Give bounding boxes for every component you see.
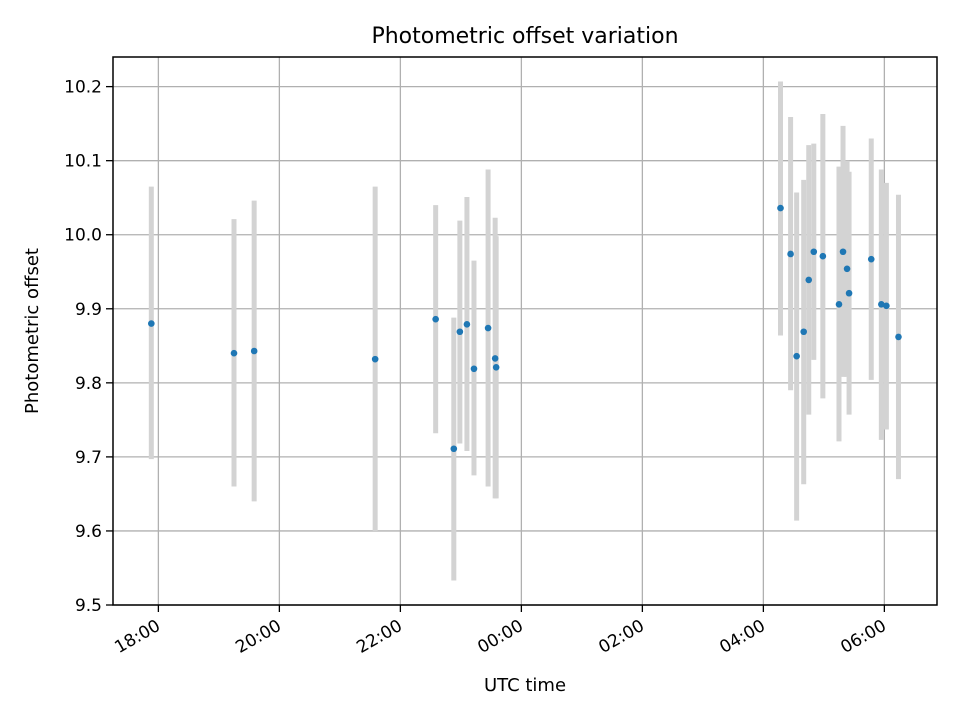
data-point [895, 333, 902, 341]
data-point [819, 252, 827, 260]
data-point [484, 324, 492, 332]
x-axis-label: UTC time [484, 675, 566, 696]
data-point [867, 255, 875, 263]
data-point [456, 328, 464, 336]
data-point [450, 445, 458, 453]
data-point [148, 320, 155, 327]
y-tick-label: 9.6 [75, 522, 102, 542]
y-tick-label: 10.2 [64, 78, 102, 98]
data-point [810, 248, 818, 256]
data-point [843, 265, 851, 273]
y-tick-label: 9.7 [75, 448, 102, 468]
data-point [883, 302, 890, 310]
y-tick-label: 9.8 [75, 374, 102, 394]
y-tick-label: 10.0 [64, 226, 102, 246]
x-tick-label: 20:00 [232, 616, 284, 658]
data-points [148, 204, 902, 453]
y-tick-label: 9.9 [75, 300, 102, 320]
data-point [470, 365, 478, 373]
data-point [835, 301, 843, 308]
data-point [463, 321, 471, 328]
data-point [800, 328, 807, 336]
data-point [250, 347, 258, 355]
data-point [787, 250, 794, 258]
x-tick-label: 04:00 [716, 616, 768, 658]
data-point [492, 363, 500, 371]
x-tick-label: 06:00 [837, 616, 889, 658]
data-point [805, 276, 813, 284]
chart-title: Photometric offset variation [371, 24, 678, 49]
x-tick-label: 18:00 [111, 616, 163, 658]
data-point [491, 355, 499, 362]
error-bars [148, 81, 901, 581]
data-point [793, 352, 800, 360]
y-tick-label: 9.5 [75, 596, 102, 616]
x-tick-label: 22:00 [353, 616, 405, 658]
data-point [878, 301, 885, 308]
data-point [371, 355, 379, 363]
data-point [432, 315, 439, 323]
plot-frame [112, 56, 938, 606]
data-point [839, 248, 847, 256]
x-tick-label: 00:00 [474, 616, 526, 658]
data-point [845, 289, 853, 297]
y-tick-label: 10.1 [64, 152, 102, 172]
grid [113, 57, 937, 606]
data-point [230, 349, 238, 357]
y-axis-label: Photometric offset [22, 248, 43, 414]
data-point [777, 204, 784, 212]
x-tick-label: 02:00 [595, 616, 647, 658]
